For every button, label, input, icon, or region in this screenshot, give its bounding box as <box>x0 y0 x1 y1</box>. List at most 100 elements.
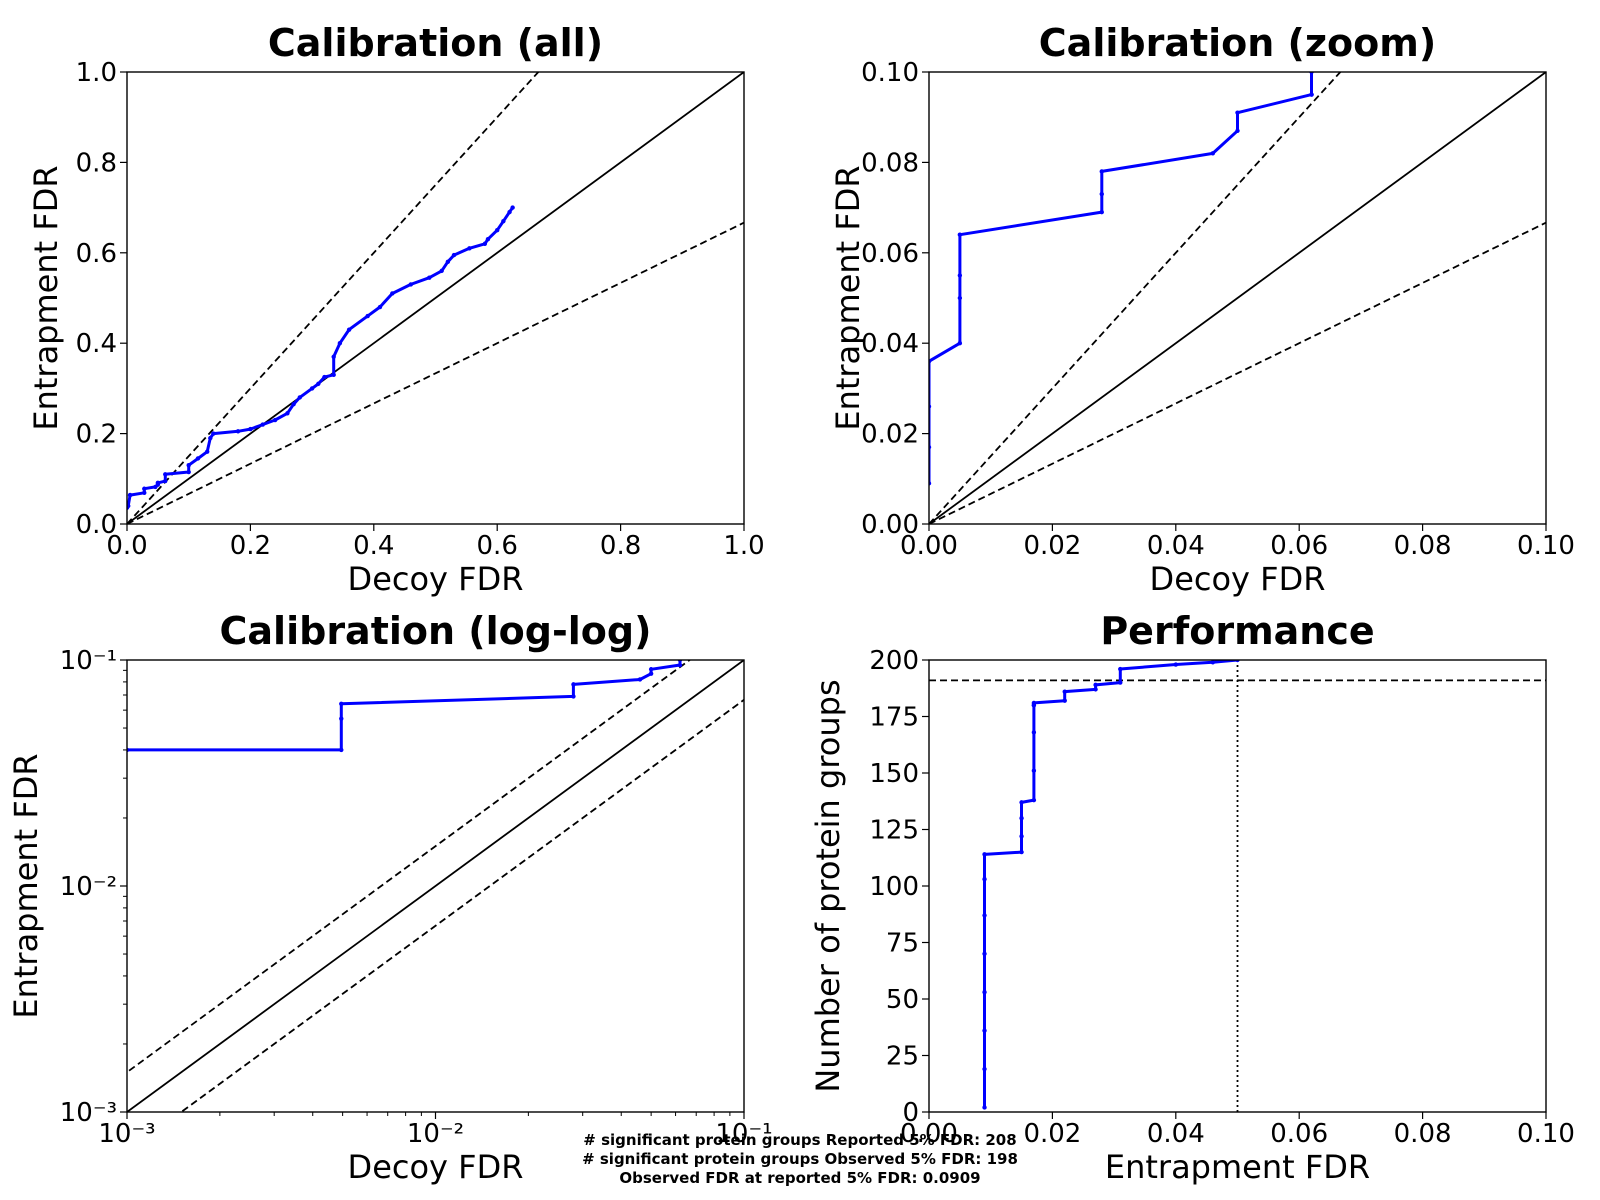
data-point <box>1099 209 1104 215</box>
data-point <box>1099 169 1104 174</box>
data-point <box>316 381 321 387</box>
data-point <box>163 472 168 477</box>
data-point <box>272 417 278 423</box>
x-tick-label: 0.08 <box>1394 531 1452 561</box>
data-point <box>1173 662 1179 667</box>
data-point <box>291 402 296 407</box>
data-point <box>365 313 370 319</box>
y-tick-label: 0.0 <box>76 510 117 540</box>
x-tick-label: 0.0 <box>106 531 147 561</box>
x-axis-label: Entrapment FDR <box>1105 1148 1370 1186</box>
x-axis-label: Decoy FDR <box>1150 560 1326 598</box>
x-axis-label: Decoy FDR <box>348 560 524 598</box>
x-axis-label: Decoy FDR <box>348 1148 524 1186</box>
plot-frame <box>928 659 1547 1113</box>
data-point <box>331 372 336 378</box>
data-point <box>235 429 241 434</box>
data-point <box>337 341 343 346</box>
annotation-observed-fdr: Observed FDR at reported 5% FDR: 0.0909 <box>619 1169 981 1187</box>
data-point <box>1118 666 1123 672</box>
x-tick-label: 0.00 <box>900 531 958 561</box>
data-point <box>1031 797 1037 803</box>
y-tick-label: 10⁻¹ <box>60 646 117 676</box>
y-tick-label: 0.00 <box>861 510 919 540</box>
chart-title: Calibration (zoom) <box>1039 21 1436 65</box>
x-tick-label: 0.04 <box>1147 531 1205 561</box>
data-point <box>1093 682 1098 688</box>
y-axis-label: Entrapment FDR <box>7 753 45 1018</box>
reference-line-dashed <box>127 660 692 1074</box>
data-point <box>1019 834 1024 839</box>
data-point <box>982 1028 987 1033</box>
data-point <box>982 852 987 857</box>
y-tick-label: 0.4 <box>76 329 117 359</box>
x-tick-label: 10⁻³ <box>98 1119 155 1149</box>
data-point <box>677 662 683 668</box>
data-point <box>467 246 472 251</box>
y-tick-label: 1.0 <box>76 58 117 88</box>
x-tick-label: 0.06 <box>1270 1119 1328 1149</box>
data-point <box>495 228 500 233</box>
data-point <box>648 671 654 676</box>
data-point <box>1093 687 1098 692</box>
data-point <box>571 682 576 687</box>
data-point <box>1019 816 1024 821</box>
reference-line-dashed <box>929 72 1342 524</box>
data-point <box>485 237 491 242</box>
data-point <box>982 1066 987 1072</box>
y-tick-label: 150 <box>869 759 919 789</box>
data-point <box>339 716 344 721</box>
y-tick-label: 0.10 <box>861 58 919 88</box>
data-point <box>1062 698 1067 703</box>
data-point <box>427 275 432 280</box>
data-point <box>648 667 654 672</box>
data-point <box>957 341 963 346</box>
y-tick-label: 0 <box>902 1098 919 1128</box>
reference-line-dashed <box>179 698 744 1112</box>
annotation-reported-count: # significant protein groups Reported 5%… <box>583 1131 1017 1149</box>
series-line <box>127 660 682 752</box>
data-point <box>205 449 210 454</box>
data-point <box>195 456 201 461</box>
y-tick-label: 0.06 <box>861 239 919 269</box>
x-tick-label: 0.06 <box>1270 531 1328 561</box>
chart-panel-2: Calibration (zoom) 0.00 0.02 0.04 0.06 0.08 0.… <box>829 21 1575 598</box>
data-point <box>571 694 576 699</box>
y-axis-label: Entrapment FDR <box>829 165 867 430</box>
y-tick-label: 10⁻² <box>60 872 117 902</box>
data-point <box>408 282 414 287</box>
reference-line-dashed <box>929 221 1546 524</box>
y-tick-label: 100 <box>869 872 919 902</box>
data-point <box>1210 660 1216 665</box>
data-point <box>1235 110 1240 115</box>
series-line <box>983 660 1238 1108</box>
data-point <box>482 241 488 246</box>
data-point <box>982 951 987 956</box>
data-point <box>163 478 168 484</box>
y-tick-label: 0.2 <box>76 420 117 450</box>
y-tick-label: 50 <box>886 985 919 1015</box>
y-tick-label: 0.8 <box>76 148 117 178</box>
x-tick-label: 0.4 <box>353 531 394 561</box>
x-tick-label: 10⁻¹ <box>715 1119 772 1149</box>
y-tick-label: 125 <box>869 816 919 846</box>
data-point <box>186 469 191 475</box>
x-tick-label: 0.02 <box>1023 531 1081 561</box>
data-point <box>982 913 987 918</box>
x-tick-label: 0.00 <box>900 1119 958 1149</box>
data-point <box>1019 849 1024 855</box>
x-tick-label: 0.2 <box>230 531 271 561</box>
data-point <box>211 431 216 436</box>
data-point <box>1019 800 1024 805</box>
x-tick-label: 10⁻² <box>407 1119 464 1149</box>
x-tick-label: 0.08 <box>1394 1119 1452 1149</box>
y-tick-label: 0.08 <box>861 148 919 178</box>
x-tick-label: 0.8 <box>600 531 641 561</box>
annotation-observed-count: # significant protein groups Observed 5%… <box>582 1150 1018 1168</box>
y-tick-label: 0.02 <box>861 420 919 450</box>
data-point <box>957 295 963 301</box>
chart-panel-4: Performance 0.00 0.02 0.04 0.06 0.08 0.10 0 25 50… <box>809 609 1575 1186</box>
data-point <box>1099 191 1104 197</box>
reference-line-identity <box>929 72 1546 524</box>
data-point <box>957 273 963 278</box>
